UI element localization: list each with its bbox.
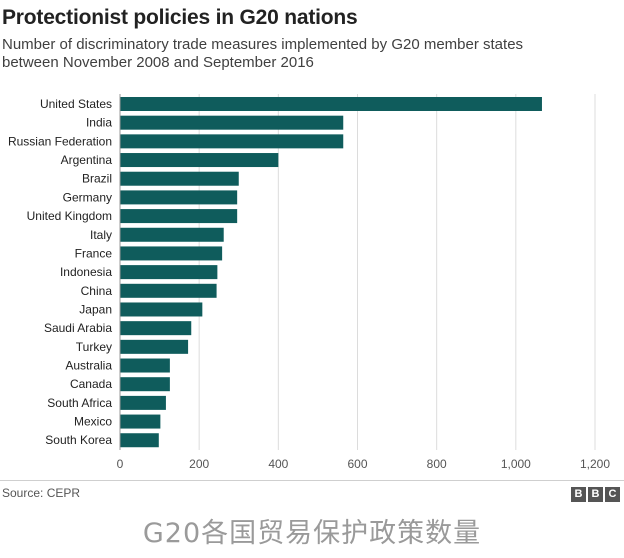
category-label: Italy xyxy=(90,228,112,242)
bar xyxy=(120,265,218,280)
category-label: Argentina xyxy=(61,153,113,167)
category-label: Turkey xyxy=(76,340,112,354)
bbc-logo: B B C xyxy=(571,487,620,502)
category-label: United Kingdom xyxy=(27,209,112,223)
category-label: Saudi Arabia xyxy=(44,321,112,335)
subtitle-line-1: Number of discriminatory trade measures … xyxy=(2,36,524,53)
category-label: China xyxy=(81,284,113,298)
bar xyxy=(120,134,344,149)
category-label: India xyxy=(86,116,112,130)
logo-letter-3: C xyxy=(605,487,620,502)
category-label: Brazil xyxy=(82,172,112,186)
category-label: France xyxy=(75,246,113,260)
category-label: Russian Federation xyxy=(8,134,112,148)
x-tick-label: 600 xyxy=(347,457,367,471)
logo-letter-2: B xyxy=(588,487,603,502)
category-label: Germany xyxy=(63,190,112,204)
x-tick-label: 1,000 xyxy=(501,457,531,471)
category-label: Mexico xyxy=(74,415,112,429)
x-tick-label: 800 xyxy=(427,457,447,471)
bar xyxy=(120,377,170,392)
bar xyxy=(120,283,217,298)
x-tick-label: 1,200 xyxy=(580,457,610,471)
footer-divider xyxy=(0,480,624,481)
bar xyxy=(120,190,238,205)
bar-chart: 0 200 400 600 800 1,000 1,200 United States Indi… xyxy=(8,94,610,471)
x-tick-label: 0 xyxy=(117,457,124,471)
subtitle-line-2: between November 2008 and September 2016 xyxy=(2,54,314,71)
bar xyxy=(120,433,159,448)
category-label: Australia xyxy=(65,359,112,373)
x-tick-label: 200 xyxy=(189,457,209,471)
bar xyxy=(120,321,192,336)
category-label: Canada xyxy=(70,377,112,391)
chart-title: Protectionist policies in G20 nations xyxy=(2,6,358,29)
bar xyxy=(120,246,223,261)
source-note: Source: CEPR xyxy=(2,486,81,500)
bar xyxy=(120,171,239,186)
bar xyxy=(120,227,224,242)
bar xyxy=(120,115,344,130)
bar xyxy=(120,209,238,224)
category-label: South Africa xyxy=(47,396,112,410)
bar xyxy=(120,97,542,111)
category-label: Indonesia xyxy=(60,265,112,279)
bar xyxy=(120,339,189,354)
bar xyxy=(120,153,279,168)
category-label: United States xyxy=(40,97,112,111)
caption-text: G20各国贸易保护政策数量 xyxy=(142,518,482,549)
logo-letter-1: B xyxy=(571,487,586,502)
bar xyxy=(120,395,166,410)
x-tick-label: 400 xyxy=(268,457,288,471)
bar xyxy=(120,358,170,373)
category-label: South Korea xyxy=(45,433,112,447)
chart-subtitle: Number of discriminatory trade measures … xyxy=(2,36,602,72)
bar xyxy=(120,302,203,317)
bar xyxy=(120,414,161,429)
category-label: Japan xyxy=(79,302,112,316)
